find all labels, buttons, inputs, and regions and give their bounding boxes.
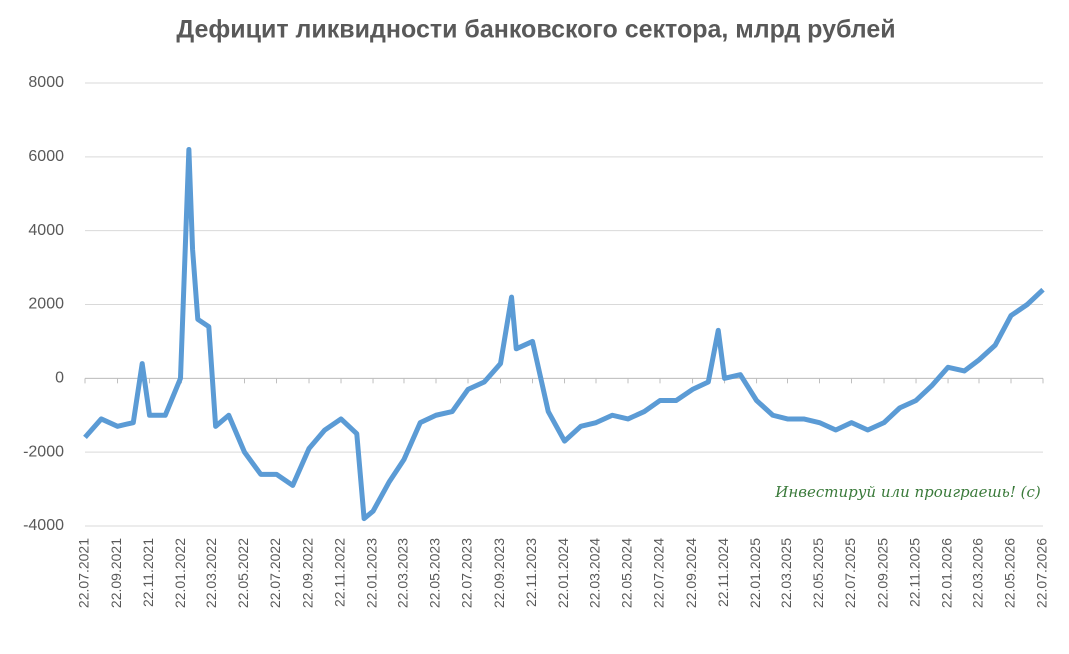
x-tick-label: 22.07.2022 (267, 538, 283, 608)
y-tick-label: 4000 (28, 222, 64, 239)
y-tick-label: 8000 (28, 74, 64, 91)
x-tick-label: 22.01.2026 (939, 538, 955, 608)
x-tick-label: 22.03.2022 (203, 538, 219, 608)
x-tick-label: 22.09.2022 (300, 538, 316, 608)
y-tick-label: 0 (55, 370, 64, 387)
x-tick-label: 22.11.2022 (332, 538, 348, 607)
x-tick-label: 22.11.2023 (523, 538, 539, 607)
x-tick-label: 22.09.2025 (875, 538, 891, 608)
y-tick-label: 6000 (28, 148, 64, 165)
x-tick-label: 22.11.2025 (907, 538, 923, 607)
x-tick-label: 22.03.2026 (970, 538, 986, 608)
x-tick-label: 22.01.2024 (555, 538, 571, 608)
x-tick-label: 22.05.2026 (1002, 538, 1018, 608)
x-tick-label: 22.09.2024 (683, 538, 699, 608)
x-tick-label: 22.03.2023 (395, 538, 411, 608)
x-tick-label: 22.07.2025 (842, 538, 858, 608)
x-tick-label: 22.03.2025 (778, 538, 794, 608)
y-tick-label: 2000 (28, 296, 64, 313)
y-tick-label: -2000 (23, 443, 64, 460)
x-tick-label: 22.07.2023 (459, 538, 475, 608)
x-tick-label: 22.01.2022 (172, 538, 188, 608)
y-tick-label: -4000 (23, 517, 64, 534)
x-tick-label: 22.09.2021 (108, 538, 124, 608)
data-line (83, 146, 1045, 522)
x-tick-label: 22.03.2024 (587, 538, 603, 608)
x-tick-label: 22.01.2023 (364, 538, 380, 608)
chart-title: Дефицит ликвидности банковского сектора,… (176, 16, 895, 44)
x-tick-label: 22.11.2024 (715, 538, 731, 607)
x-tick-label: 22.11.2021 (140, 538, 156, 607)
x-tick-label: 22.05.2024 (619, 538, 635, 608)
x-tick-label: 22.09.2023 (491, 538, 507, 608)
x-tick-label: 22.05.2025 (810, 538, 826, 608)
x-tick-label: 22.07.2026 (1034, 538, 1050, 608)
x-tick-label: 22.05.2023 (427, 538, 443, 608)
x-tick-label: 22.07.2024 (651, 538, 667, 608)
x-tick-label: 22.07.2021 (76, 538, 92, 608)
x-tick-label: 22.05.2022 (235, 538, 251, 608)
annotation: Инвестируй или проиграешь! (с) (774, 483, 1041, 501)
x-tick-label: 22.01.2025 (747, 538, 763, 608)
